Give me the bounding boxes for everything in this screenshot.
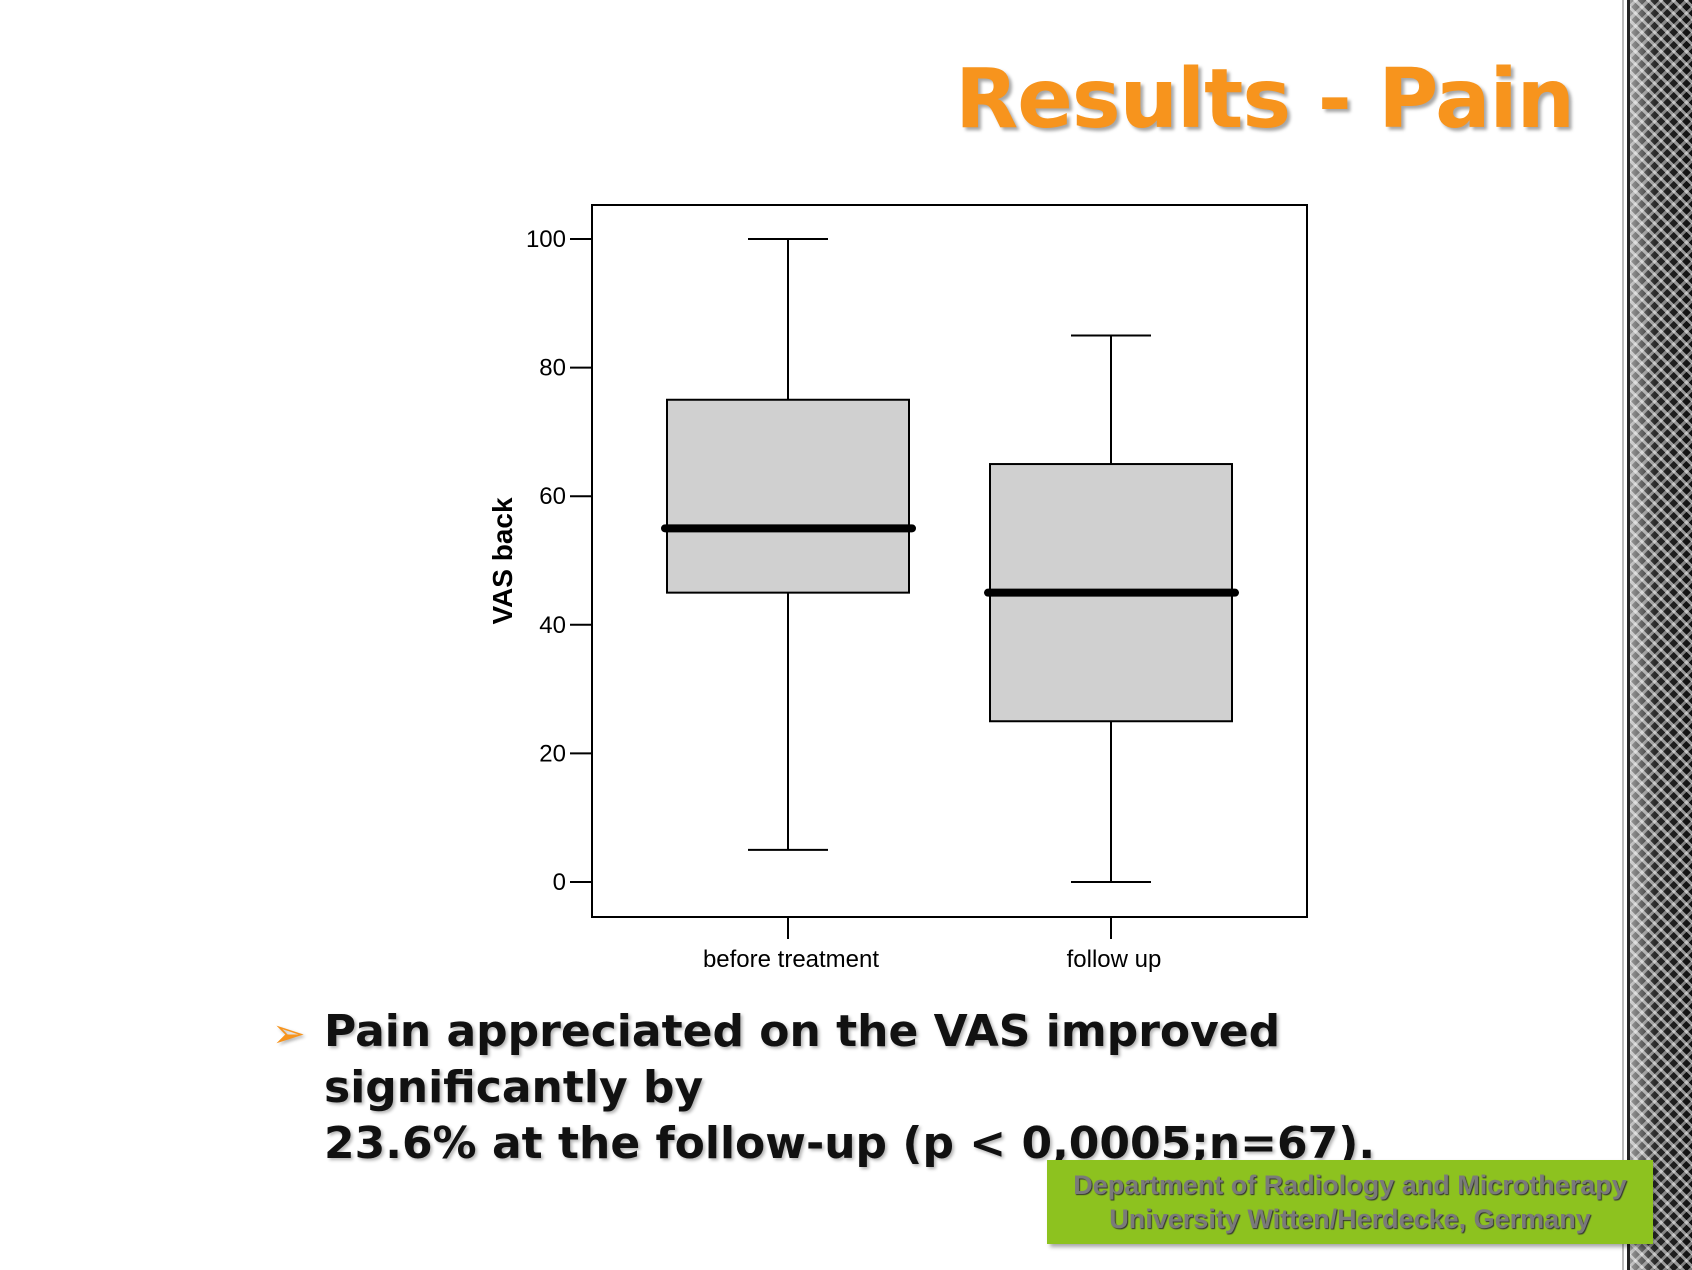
- iqr-box: [666, 398, 910, 594]
- y-axis: 0 20 40 60 80 100: [526, 226, 592, 896]
- footer-institution-box: Department of Radiology and Microtherapy…: [1047, 1160, 1653, 1244]
- slide-title: Results - Pain: [955, 52, 1575, 147]
- box-follow-up: [984, 334, 1239, 883]
- bullet-text-line1: Pain appreciated on the VAS improved sig…: [324, 1006, 1281, 1113]
- footer-university: University Witten/Herdecke, Germany: [1109, 1204, 1591, 1234]
- x-tick-label: before treatment: [703, 946, 879, 973]
- y-tick-label: 100: [526, 226, 566, 253]
- y-tick-label: 80: [539, 355, 566, 382]
- y-tick-label: 20: [539, 740, 566, 767]
- y-axis-label: VAS back: [487, 497, 518, 625]
- arrow-bullet-icon: ➢: [272, 1011, 306, 1057]
- x-tick-label: follow up: [1067, 946, 1162, 973]
- side-divider-line: [1622, 0, 1624, 1270]
- box-before-treatment: [661, 238, 916, 851]
- side-decorative-pattern: [1630, 0, 1692, 1270]
- boxes-group: [661, 238, 1239, 883]
- y-tick-label: 0: [553, 869, 566, 896]
- side-divider-line: [1627, 0, 1630, 1270]
- x-axis: before treatment follow up: [703, 917, 1161, 973]
- bullet-point: ➢ Pain appreciated on the VAS improved s…: [272, 1004, 1572, 1172]
- boxplot-chart: 0 20 40 60 80 100 before treatment follow up V…: [487, 204, 1308, 973]
- footer-department: Department of Radiology and Microtherapy: [1073, 1170, 1627, 1200]
- y-tick-label: 40: [539, 612, 566, 639]
- y-tick-label: 60: [539, 483, 566, 510]
